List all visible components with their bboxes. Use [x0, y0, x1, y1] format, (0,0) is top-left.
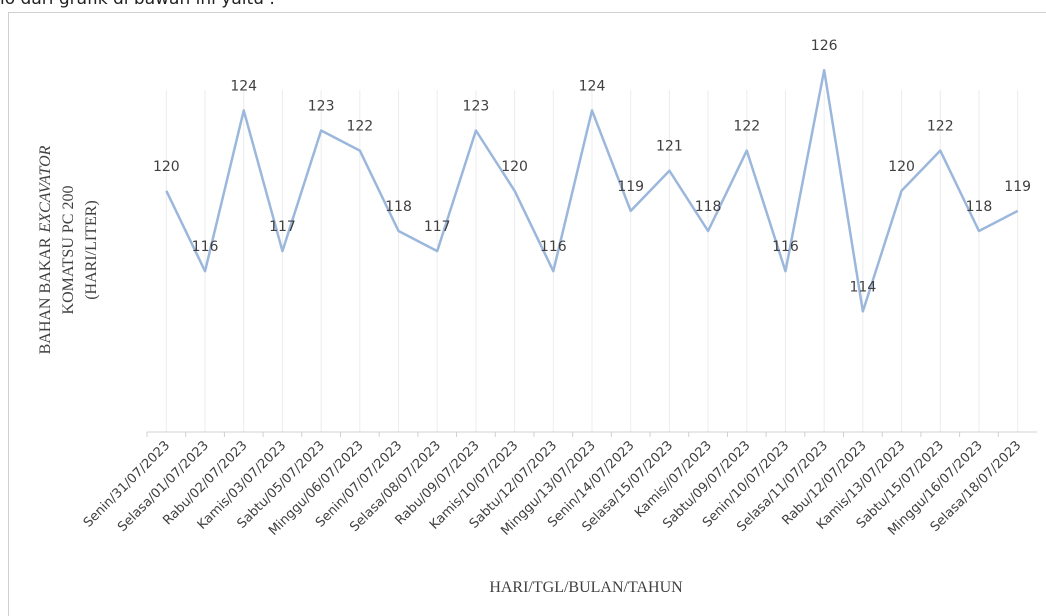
chart-frame: [8, 12, 1046, 616]
data-label: 124: [230, 78, 257, 94]
data-label: 116: [772, 239, 799, 255]
y-axis-title-line: (HARI/LITER): [83, 200, 100, 300]
y-axis-title-part: EXCAVATOR: [37, 145, 54, 233]
data-label: 122: [346, 119, 373, 135]
data-label: 118: [966, 199, 993, 215]
y-axis-title-part: BAHAN BAKAR: [37, 237, 54, 354]
y-axis-title-part: (HARI/LITER): [83, 200, 100, 300]
y-axis-title: BAHAN BAKAR EXCAVATOR KOMATSU PC 200 (HARI/…: [37, 145, 100, 354]
y-axis-title-line: BAHAN BAKAR EXCAVATOR: [37, 145, 54, 354]
data-label: 122: [927, 119, 954, 135]
data-label: 117: [269, 219, 296, 235]
y-axis-title-part: KOMATSU PC 200: [60, 186, 77, 315]
caption: lo dari grafik di bawah ini yaitu :: [0, 0, 275, 9]
y-axis-title-line: KOMATSU PC 200: [60, 186, 77, 315]
x-axis-title: HARI/TGL/BULAN/TAHUN: [489, 579, 683, 596]
data-label: 119: [1004, 179, 1031, 195]
data-label: 120: [501, 159, 528, 175]
data-label: 123: [308, 99, 335, 115]
data-label: 118: [385, 199, 412, 215]
data-label: 119: [617, 179, 644, 195]
data-label: 121: [656, 139, 683, 155]
data-label: 123: [463, 99, 490, 115]
data-label: 116: [192, 239, 219, 255]
data-label: 122: [733, 119, 760, 135]
series-line: [165, 68, 1019, 313]
data-label: 116: [540, 239, 567, 255]
data-label: 114: [850, 279, 877, 295]
data-label: 117: [424, 219, 451, 235]
data-label: 126: [811, 38, 838, 54]
data-label: 124: [579, 78, 606, 94]
data-label: 120: [153, 159, 180, 175]
data-label: 120: [888, 159, 915, 175]
data-label: 118: [695, 199, 722, 215]
